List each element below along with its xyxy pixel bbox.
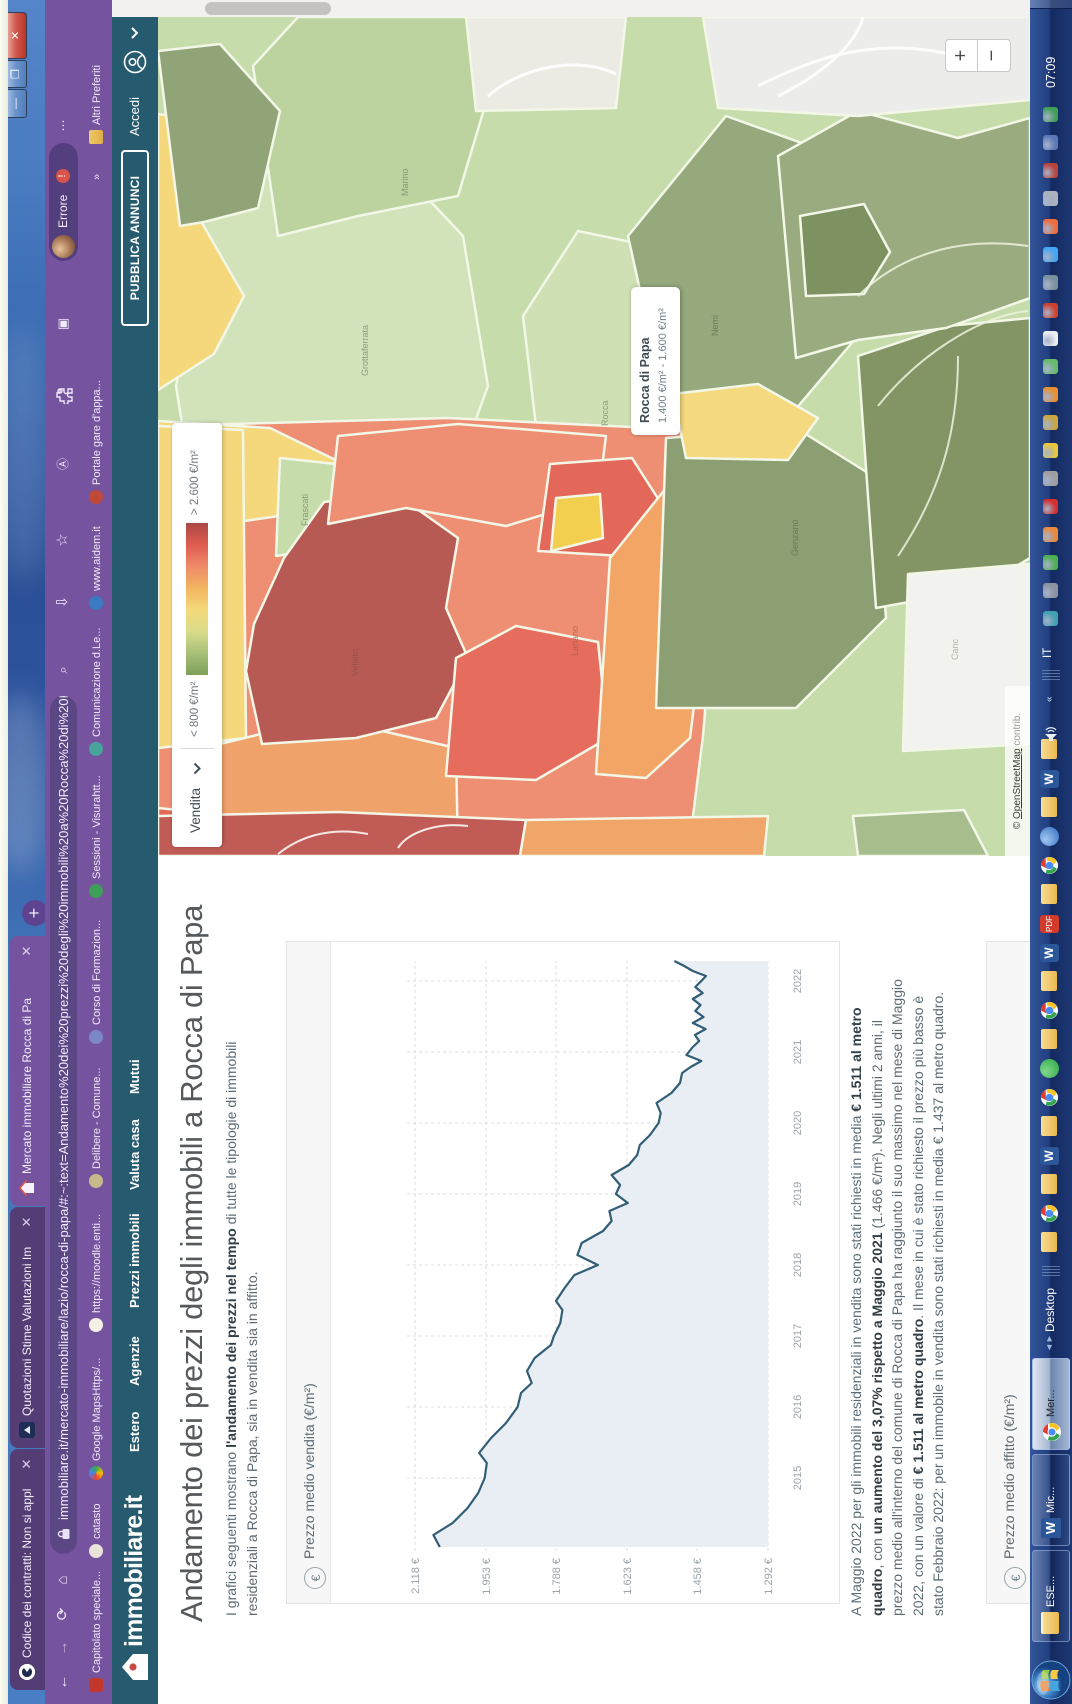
svg-text:Velletri: Velletri: [350, 649, 360, 676]
svg-text:Rocca: Rocca: [600, 400, 610, 426]
svg-text:1.292 €: 1.292 €: [763, 1558, 775, 1595]
svg-text:Nemi: Nemi: [710, 315, 720, 336]
svg-text:2022: 2022: [792, 969, 804, 993]
svg-text:1.623 €: 1.623 €: [622, 1558, 634, 1595]
svg-text:1.458 €: 1.458 €: [692, 1558, 704, 1595]
svg-text:2021: 2021: [792, 1040, 804, 1064]
svg-text:1.788 €: 1.788 €: [551, 1558, 563, 1595]
svg-text:2016: 2016: [792, 1395, 804, 1419]
svg-text:2017: 2017: [792, 1324, 804, 1348]
svg-text:Lariano: Lariano: [570, 626, 580, 656]
svg-text:2018: 2018: [792, 1253, 804, 1277]
svg-text:Frascati: Frascati: [300, 494, 310, 526]
svg-text:1.953 €: 1.953 €: [481, 1558, 493, 1595]
svg-text:2015: 2015: [792, 1466, 804, 1490]
svg-text:Genzano: Genzano: [790, 519, 800, 556]
svg-text:Grottaferrata: Grottaferrata: [360, 325, 370, 376]
svg-text:Marino: Marino: [400, 168, 410, 196]
svg-text:2019: 2019: [792, 1182, 804, 1206]
svg-text:2020: 2020: [792, 1111, 804, 1135]
svg-text:Canc: Canc: [950, 638, 960, 660]
svg-text:2.118 €: 2.118 €: [410, 1558, 422, 1594]
